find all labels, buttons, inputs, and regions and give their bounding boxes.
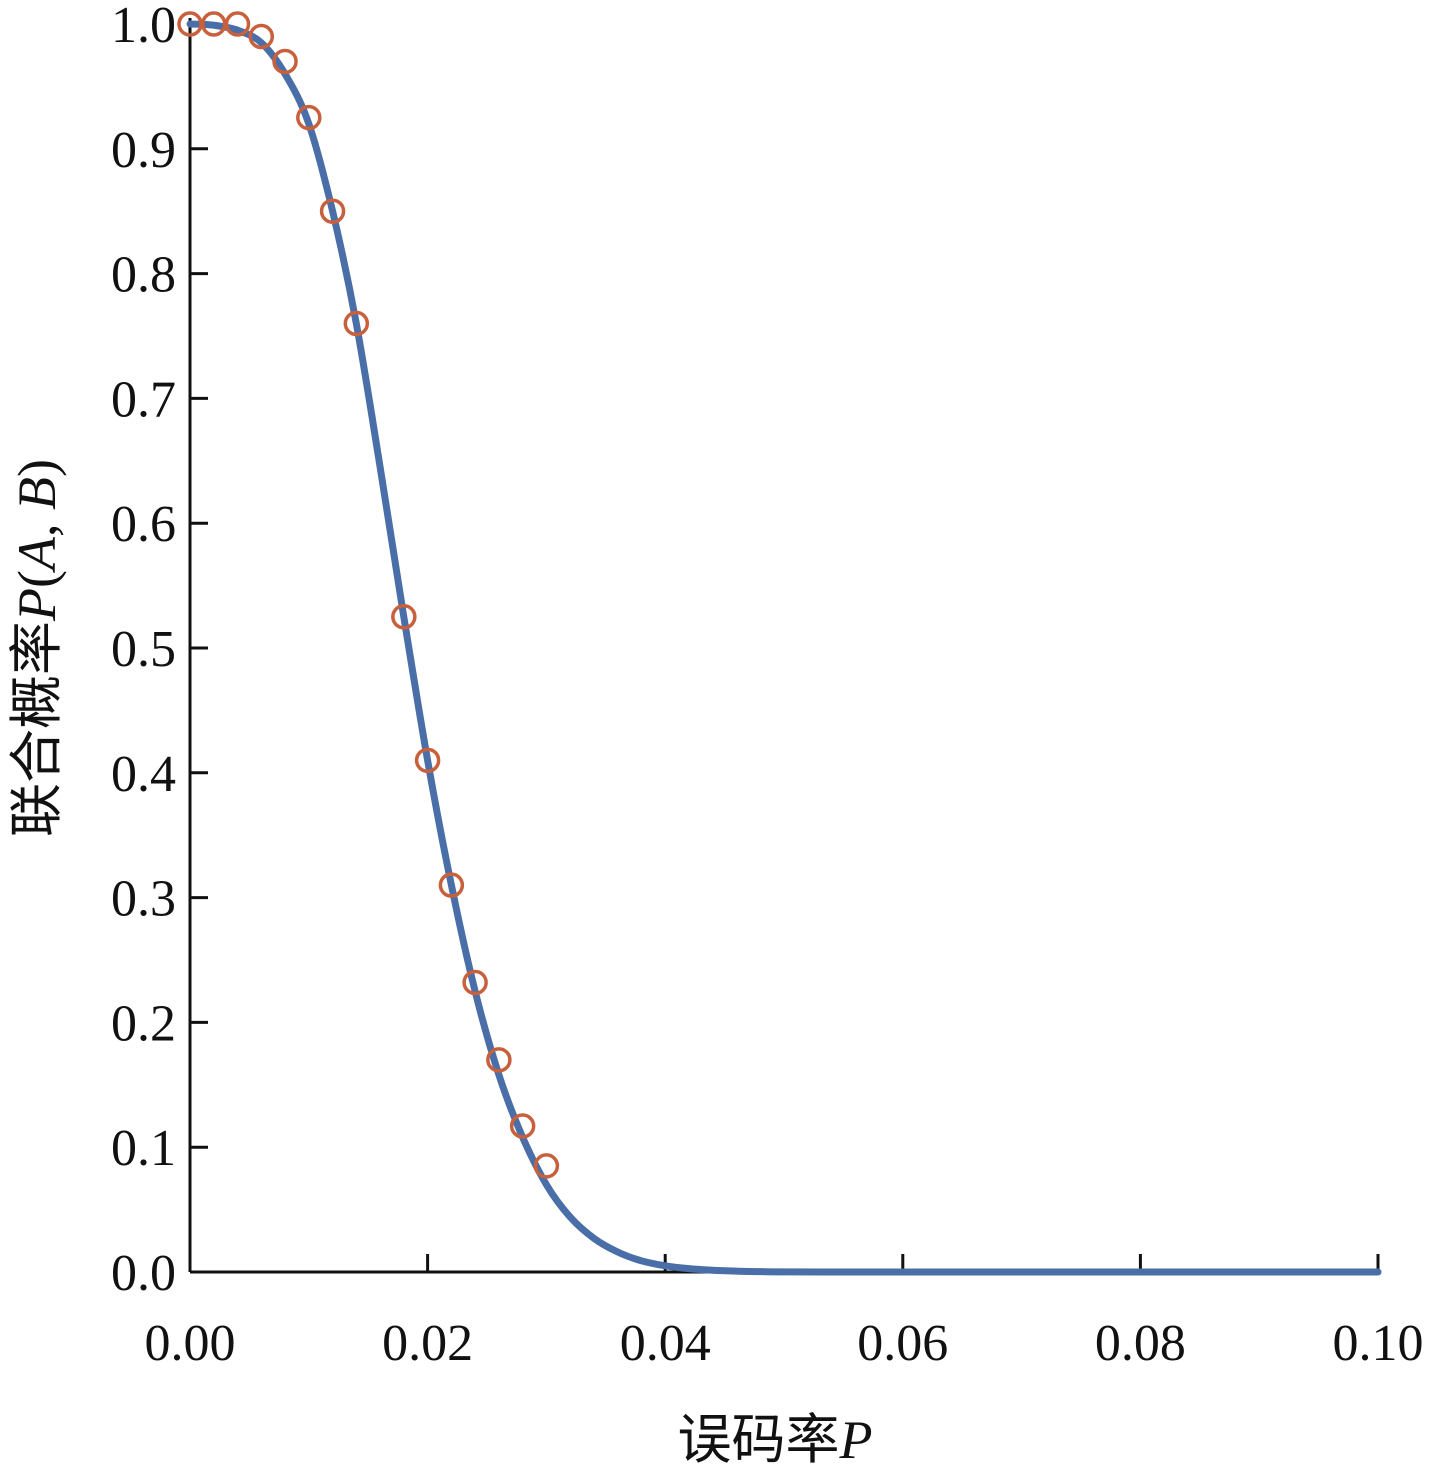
data-point (177, 11, 203, 37)
data-point (272, 48, 298, 75)
data-point (248, 23, 275, 50)
plot-area (177, 11, 1382, 1276)
data-point (319, 198, 346, 224)
y-axis-title-close: ) (7, 459, 67, 477)
y-tick-label: 0.5 (111, 621, 176, 678)
y-tick-label: 0.9 (111, 122, 176, 179)
y-axis-title-b: B (7, 477, 67, 510)
y-tick-label: 0.7 (111, 371, 176, 428)
y-tick-label: 0.0 (111, 1245, 176, 1302)
x-tick-label: 0.04 (620, 1315, 711, 1372)
axes (188, 18, 1378, 1274)
data-point (533, 1153, 560, 1179)
y-tick-label: 0.2 (111, 995, 176, 1052)
data-point (438, 872, 465, 898)
data-point (414, 747, 441, 774)
data-point (486, 1047, 512, 1073)
data-point (509, 1113, 536, 1139)
y-tick-label: 0.1 (111, 1120, 176, 1177)
data-point (201, 11, 227, 37)
y-tick-label: 0.6 (111, 496, 176, 553)
y-tick-label: 0.8 (111, 247, 176, 304)
x-axis-ticks: 0.00 0.02 0.04 0.06 0.08 0.10 (145, 1254, 1424, 1372)
x-axis-title-text: 误码率 (678, 1410, 840, 1470)
x-tick-label: 0.10 (1333, 1315, 1424, 1372)
x-tick-label: 0.02 (382, 1315, 473, 1372)
data-point (462, 969, 488, 996)
y-tick-label: 0.4 (111, 746, 176, 803)
y-tick-label: 0.3 (111, 871, 176, 928)
x-axis-title: 误码率P (678, 1410, 873, 1470)
x-tick-label: 0.06 (857, 1315, 948, 1372)
data-point (296, 104, 322, 131)
y-axis-title-a: A (7, 536, 67, 573)
data-point (343, 310, 370, 337)
y-axis-title-sep: , (7, 510, 67, 537)
y-axis-title-text: 联合概率 (7, 621, 67, 837)
x-tick-label: 0.08 (1095, 1315, 1186, 1372)
data-point (224, 11, 251, 37)
data-point (391, 604, 417, 630)
y-axis-title: 联合概率P(A, B) (7, 459, 67, 837)
y-tick-label: 1.0 (111, 0, 176, 54)
y-axis-title-func: P (7, 588, 67, 622)
x-tick-label: 0.00 (145, 1315, 236, 1372)
y-axis-title-open: ( (7, 570, 67, 588)
y-axis-ticks: 0.0 0.1 0.2 0.3 0.4 0.5 0.6 0.7 0.8 0.9 1.0 (111, 0, 208, 1302)
x-axis-title-var: P (839, 1410, 873, 1470)
series-line (186, 20, 1382, 1276)
